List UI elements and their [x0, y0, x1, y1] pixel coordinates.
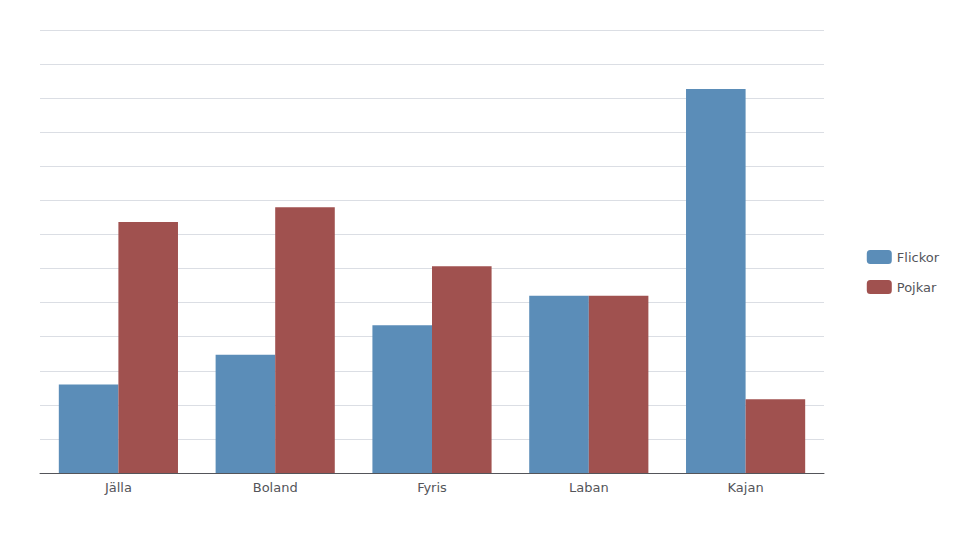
svg-text:Jälla: Jälla [104, 480, 132, 495]
svg-text:Boland: Boland [253, 480, 298, 495]
svg-text:Flickor: Flickor [897, 250, 940, 265]
svg-text:Fyris: Fyris [417, 480, 447, 495]
svg-text:Pojkar: Pojkar [897, 280, 937, 295]
svg-text:Kajan: Kajan [728, 480, 764, 495]
svg-text:Laban: Laban [569, 480, 609, 495]
